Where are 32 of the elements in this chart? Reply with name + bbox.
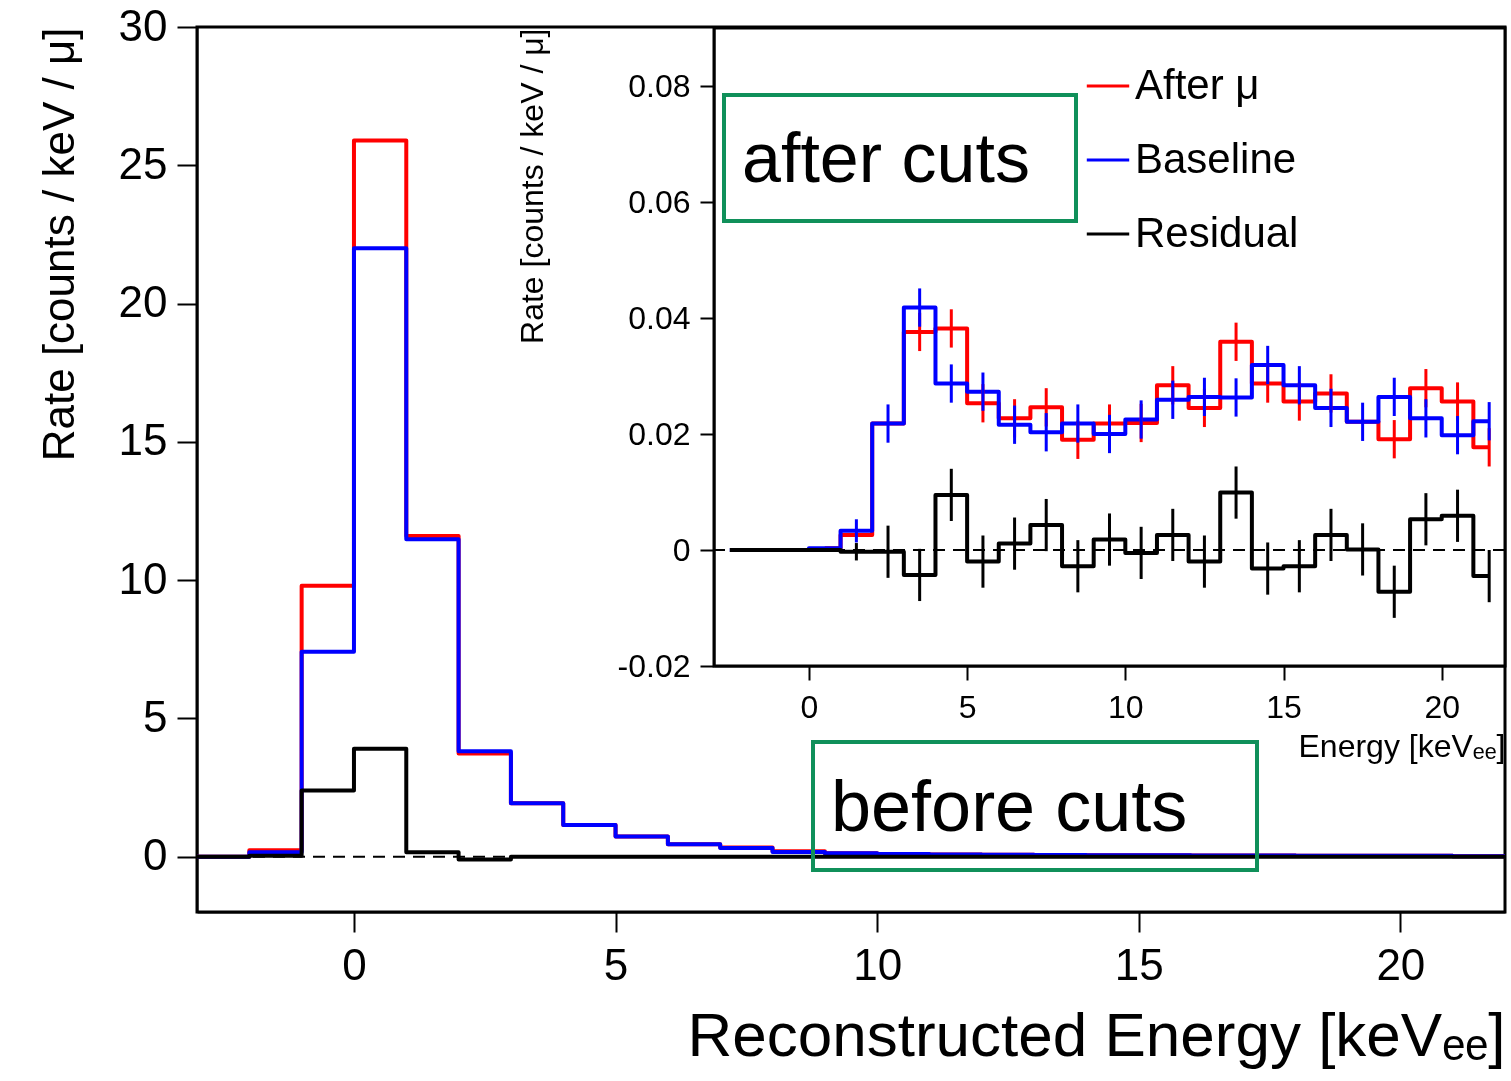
y-tick-label: 10 [118, 553, 168, 603]
x-tick-label: 0 [342, 939, 367, 989]
y-tick-label: 0.08 [628, 67, 691, 104]
x-tick-label: 15 [1266, 688, 1302, 725]
y-tick-label: -0.02 [617, 647, 691, 684]
y-tick-label: 0 [143, 830, 168, 880]
y-tick-label: 0.04 [628, 299, 691, 336]
legend-label: Baseline [1135, 135, 1297, 182]
y-tick-label: 25 [118, 138, 168, 188]
x-axis-title: Energy [keVₑₑ] [1298, 727, 1506, 764]
text-box: after cuts [722, 93, 1078, 223]
x-tick-label: 10 [1108, 688, 1144, 725]
x-tick-label: 10 [853, 939, 903, 989]
x-tick-label: 15 [1114, 939, 1164, 989]
x-tick-label: 20 [1376, 939, 1426, 989]
annotation: before cuts [831, 766, 1188, 846]
y-axis-title: Rate [counts / keV / μ] [513, 28, 550, 344]
y-tick-label: 15 [118, 415, 168, 465]
y-tick-label: 0.02 [628, 415, 691, 452]
annotation: after cuts [742, 119, 1030, 197]
y-tick-label: 0 [672, 531, 691, 568]
x-tick-label: 20 [1424, 688, 1461, 725]
x-tick-label: 0 [800, 688, 819, 725]
y-tick-label: 0.06 [628, 183, 691, 220]
x-axis-title: Reconstructed Energy [keVₑₑ] [687, 999, 1506, 1069]
x-tick-label: 5 [958, 688, 977, 725]
y-tick-label: 30 [118, 0, 168, 50]
y-axis-title: Rate [counts / keV / μ] [33, 27, 83, 462]
legend-label: After μ [1135, 61, 1260, 108]
legend-label: Residual [1135, 209, 1299, 256]
y-tick-label: 20 [118, 277, 168, 327]
text-box: before cuts [811, 740, 1259, 872]
